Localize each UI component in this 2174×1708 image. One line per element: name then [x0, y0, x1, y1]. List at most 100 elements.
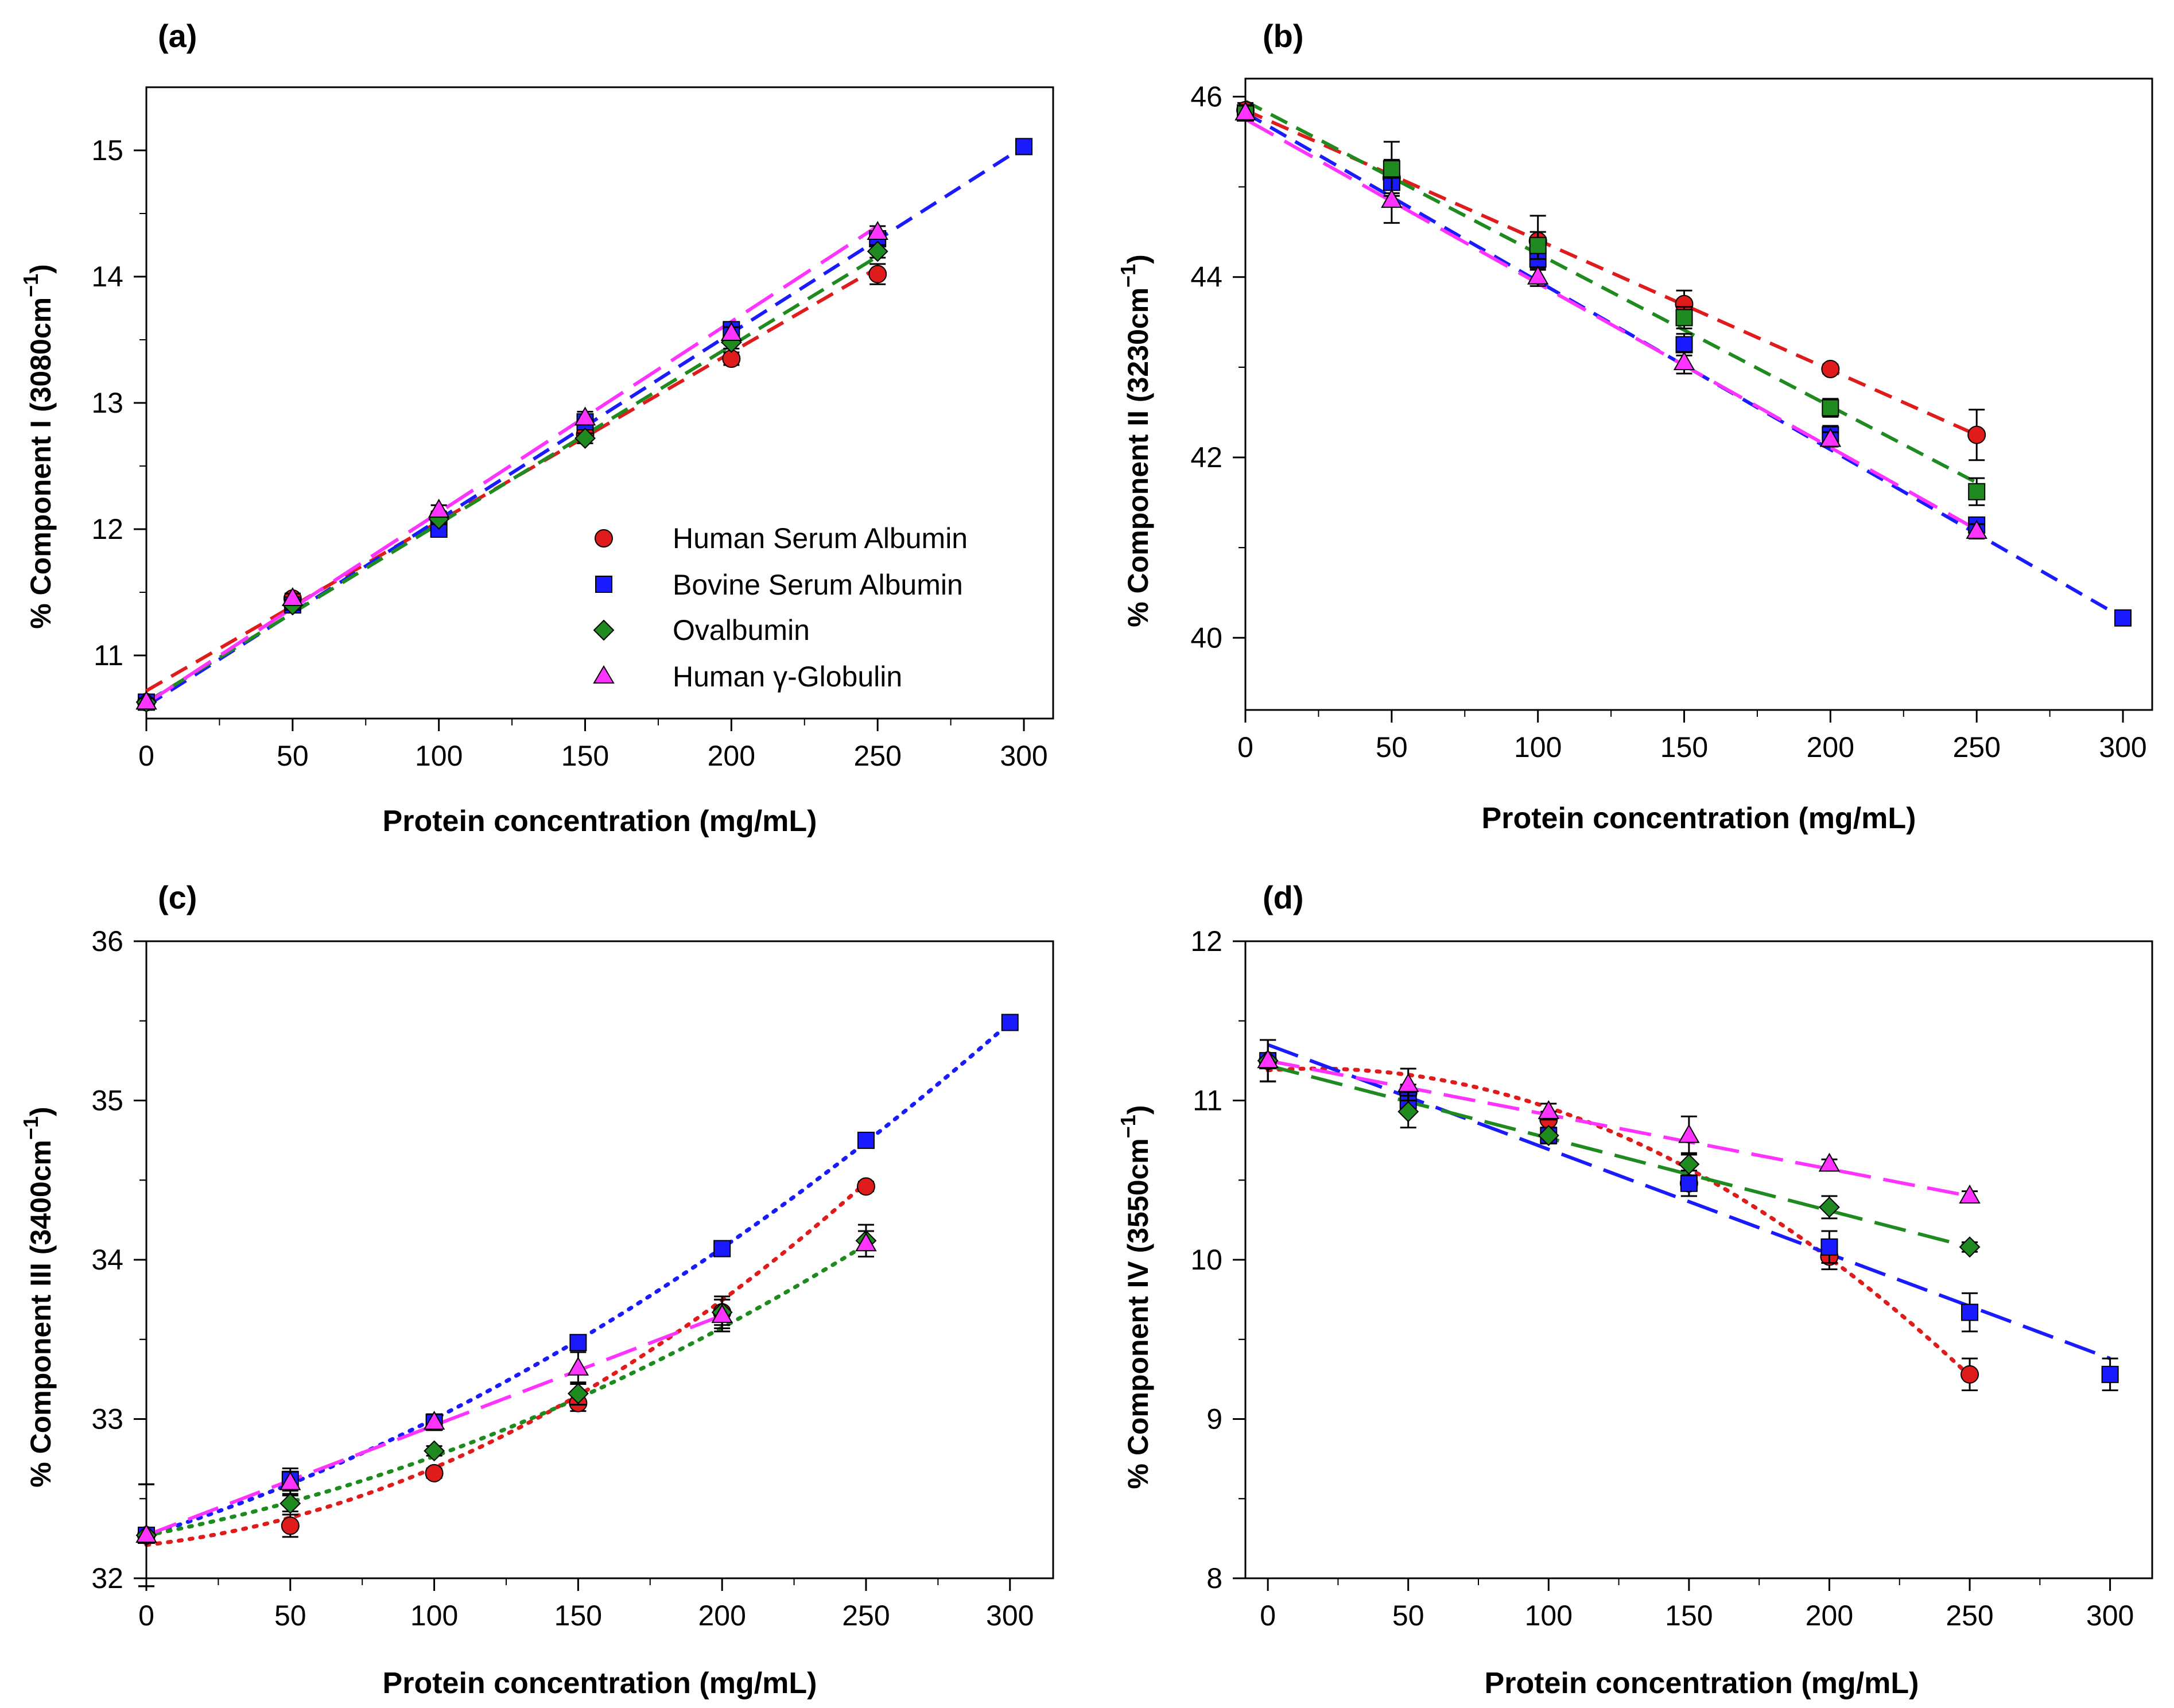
data-point-bsa-c: [713, 1240, 731, 1257]
x-tick-label-d: 250: [1946, 1600, 1993, 1632]
data-point-hgg-d: [1397, 1073, 1419, 1092]
x-tick-label-c: 100: [410, 1600, 458, 1632]
data-point-hgg-c: [711, 1304, 733, 1323]
panel-b: (b) Protein concentration (mg/mL) % Comp…: [1116, 18, 2153, 835]
data-point-bsa-d: [2101, 1365, 2119, 1383]
fit-line-hsa-b: [1244, 108, 1978, 437]
data-point-ova-c: [424, 1440, 445, 1462]
data-point-hgg-d: [1678, 1124, 1700, 1143]
x-tick-label-a: 200: [708, 740, 755, 772]
data-point-hgg-b: [1819, 428, 1842, 447]
data-point-bsa-b: [2114, 609, 2132, 627]
data-point-ova-d: [1678, 1154, 1700, 1175]
data-point-ova-d: [1538, 1125, 1559, 1146]
marks-d: [1257, 1039, 2119, 1392]
data-point-hgg-c: [567, 1356, 589, 1376]
y-tick-label-a: 15: [91, 134, 123, 166]
data-point-hsa-c: [856, 1177, 875, 1196]
y-tick-label-d: 11: [1193, 1085, 1222, 1117]
y-axis-title-b-exponent: −1: [1116, 264, 1140, 288]
x-tick-label-b: 200: [1807, 731, 1854, 763]
data-point-bsa-d: [1961, 1303, 1979, 1321]
marks-b: [1234, 99, 2132, 627]
y-axis-title-b: % Component II (3230cm−1): [1116, 254, 1154, 627]
fit-line-hgg-a: [145, 224, 879, 705]
x-tick-label-a: 50: [277, 740, 309, 772]
panel-label-d: (d): [1263, 879, 1304, 915]
fit-line-hsa-a: [145, 266, 879, 693]
y-axis-title-b-main: % Component II (3230cm: [1122, 288, 1154, 627]
data-point-bsa-b: [1675, 336, 1693, 354]
y-tick-label-a: 12: [91, 513, 123, 545]
y-tick-label-c: 33: [91, 1403, 123, 1435]
panel-label-a: (a): [158, 18, 197, 54]
x-tick-label-a: 300: [1000, 740, 1047, 772]
data-point-hgg-d: [1959, 1184, 1981, 1204]
data-point-hgg-c: [423, 1411, 445, 1430]
data-point-ova-c: [567, 1383, 589, 1404]
data-point-hgg-a: [282, 587, 304, 606]
y-axis-title-a-close: ): [25, 264, 57, 274]
data-point-hgg-a: [720, 321, 743, 341]
x-tick-label-b: 300: [2099, 731, 2146, 763]
y-tick-label-a: 11: [94, 639, 123, 671]
x-tick-label-c: 0: [138, 1600, 154, 1632]
legend-marker-ova: [593, 619, 615, 641]
plot-frame-d: [1244, 940, 2153, 1579]
fit-line-hgg-d: [1267, 1059, 1970, 1198]
data-point-ova-d: [1959, 1236, 1981, 1258]
fit-line-hgg-b: [1244, 118, 1978, 531]
data-point-ova-b: [1675, 309, 1693, 327]
plot-frame-b: [1244, 77, 2153, 711]
data-point-hgg-d: [1818, 1152, 1841, 1172]
data-point-bsa-c: [1001, 1014, 1019, 1031]
x-tick-label-d: 200: [1806, 1600, 1853, 1632]
x-axis-title-c: Protein concentration (mg/mL): [383, 1667, 817, 1700]
data-point-hgg-b: [1234, 101, 1256, 121]
legend-label-hgg: Human γ-Globulin: [673, 661, 902, 693]
y-axis-title-a-exponent: −1: [19, 274, 42, 297]
panel-a: (a) Protein concentration (mg/mL) % Comp…: [19, 18, 1054, 838]
data-point-ova-a: [867, 240, 888, 262]
fit-line-bsa-d: [1267, 1043, 2111, 1360]
data-point-ova-d: [1397, 1101, 1419, 1123]
data-point-hgg-a: [867, 220, 888, 240]
data-point-ova-b: [1822, 399, 1839, 417]
data-point-hsa-b: [1967, 425, 1986, 444]
fit-line-hgg-c: [145, 1314, 723, 1537]
y-tick-label-c: 34: [91, 1244, 123, 1276]
fit-line-ova-b: [1244, 99, 1978, 484]
y-tick-label-b: 42: [1190, 441, 1222, 473]
data-point-hgg-d: [1257, 1049, 1279, 1069]
data-point-ova-b: [1383, 160, 1400, 178]
data-point-ova-b: [1968, 483, 1986, 500]
axes-a: 0 50 100 150 200 250 300 11 12 13 14 15: [91, 86, 1054, 772]
x-tick-label-c: 250: [842, 1600, 890, 1632]
data-point-hsa-c: [281, 1516, 300, 1535]
data-point-hgg-a: [574, 406, 596, 426]
x-tick-label-a: 150: [561, 740, 609, 772]
marks-a: [135, 138, 1033, 713]
panel-label-c: (c): [158, 879, 197, 915]
data-point-ova-b: [1529, 236, 1547, 254]
x-axis-title-b: Protein concentration (mg/mL): [1482, 802, 1916, 835]
data-point-hgg-b: [1381, 189, 1403, 208]
fit-line-hsa-d: [1265, 1066, 1972, 1378]
y-tick-label-c: 32: [91, 1562, 123, 1594]
data-point-bsa-c: [569, 1334, 587, 1352]
y-axis-title-c-main: % Component III (3400cm: [25, 1140, 57, 1488]
y-tick-label-d: 12: [1190, 925, 1222, 957]
x-tick-label-a: 100: [415, 740, 463, 772]
data-point-hsa-d: [1961, 1365, 1979, 1384]
y-axis-title-d-close: ): [1122, 1105, 1154, 1115]
data-point-hgg-c: [279, 1471, 301, 1490]
y-axis-title-a-main: % Component I (3080cm: [25, 297, 57, 629]
data-point-bsa-d: [1820, 1238, 1838, 1256]
data-point-ova-c: [279, 1493, 301, 1514]
legend-marker-bsa: [595, 576, 612, 593]
x-tick-label-d: 50: [1392, 1600, 1424, 1632]
legend-marker-hgg: [593, 665, 615, 684]
y-tick-label-c: 36: [91, 925, 123, 957]
y-tick-label-d: 8: [1206, 1562, 1222, 1594]
